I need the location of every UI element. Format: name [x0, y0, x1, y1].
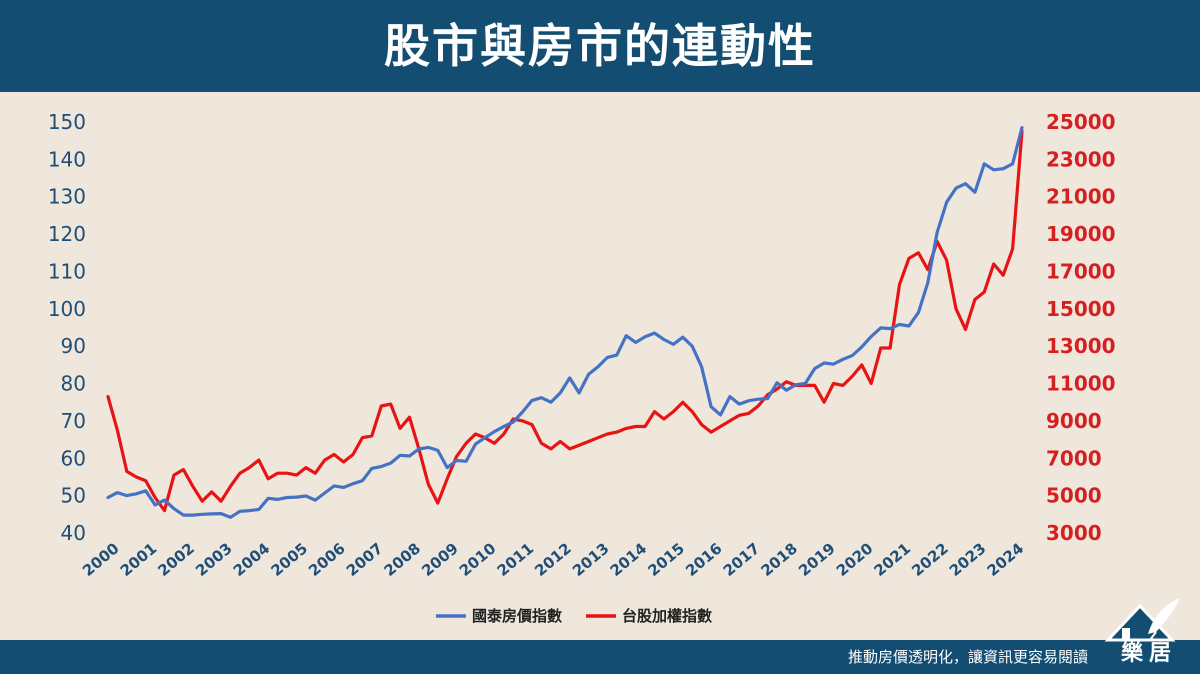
left-axis-tick-label: 120	[48, 222, 86, 246]
right-axis-tick-label: 19000	[1046, 222, 1116, 246]
x-axis-tick-label: 2021	[871, 539, 915, 580]
logo-text: 樂居	[1120, 641, 1177, 666]
x-axis-tick-label: 2000	[79, 539, 123, 580]
left-axis-tick-label: 110	[48, 259, 86, 283]
x-axis-tick-label: 2006	[305, 539, 349, 580]
x-axis-tick-label: 2003	[192, 539, 236, 580]
right-axis-ticks: 3000 5000 7000 9000 11000 13000 15000 17000 1900…	[1046, 110, 1116, 545]
right-axis-tick-label: 25000	[1046, 110, 1116, 134]
left-axis-ticks: 40 50 60 70 80 90 100 110 120 130 140 150	[48, 110, 86, 545]
left-axis-tick-label: 150	[48, 110, 86, 134]
x-axis-tick-label: 2024	[984, 539, 1028, 580]
right-axis-tick-label: 11000	[1046, 372, 1116, 396]
legend-label-housing: 國泰房價指數	[472, 607, 562, 625]
x-axis-tick-label: 2023	[946, 539, 990, 580]
left-axis-tick-label: 80	[61, 372, 86, 396]
left-axis-tick-label: 130	[48, 185, 86, 209]
left-axis-tick-label: 140	[48, 147, 86, 171]
x-axis-tick-label: 2002	[154, 539, 198, 580]
x-axis-tick-label: 2020	[833, 539, 877, 580]
left-axis-tick-label: 60	[61, 446, 86, 470]
x-axis-tick-label: 2019	[795, 539, 839, 580]
stock-index-line	[106, 129, 1024, 513]
footer-slogan: 推動房價透明化，讓資訊更容易閱讀	[847, 648, 1088, 666]
x-axis-tick-label: 2015	[644, 539, 688, 580]
right-axis-tick-label: 15000	[1046, 297, 1116, 321]
x-axis-tick-label: 2018	[757, 539, 801, 580]
x-axis-tick-label: 2007	[343, 539, 387, 580]
x-axis-tick-label: 2013	[569, 539, 613, 580]
x-axis-tick-label: 2017	[720, 539, 764, 580]
right-axis-tick-label: 9000	[1046, 409, 1102, 433]
left-axis-tick-label: 90	[61, 334, 86, 358]
x-axis-tick-label: 2022	[908, 539, 952, 580]
x-axis-tick-label: 2016	[682, 539, 726, 580]
x-axis-tick-label: 2011	[494, 539, 538, 580]
right-axis-tick-label: 17000	[1046, 259, 1116, 283]
x-axis-tick-label: 2012	[531, 539, 575, 580]
right-axis-tick-label: 5000	[1046, 484, 1102, 508]
left-axis-tick-label: 50	[61, 484, 86, 508]
x-axis-tick-label: 2005	[267, 539, 311, 580]
right-axis-tick-label: 13000	[1046, 334, 1116, 358]
x-axis-tick-label: 2010	[456, 539, 500, 580]
legend-label-stock: 台股加權指數	[622, 607, 712, 625]
right-axis-tick-label: 3000	[1046, 521, 1102, 545]
right-axis-tick-label: 21000	[1046, 185, 1116, 209]
x-axis-tick-label: 2008	[381, 539, 425, 580]
x-axis-tick-label: 2004	[230, 539, 274, 580]
dual-axis-line-chart: 40 50 60 70 80 90 100 110 120 130 140 150 3000 5000 7…	[48, 110, 1116, 625]
page-title: 股市與房市的連動性	[384, 19, 816, 73]
housing-index-line	[106, 126, 1024, 519]
x-axis-tick-label: 2014	[607, 539, 651, 580]
footer-bar: 推動房價透明化，讓資訊更容易閱讀	[0, 640, 1200, 674]
left-axis-tick-label: 70	[61, 409, 86, 433]
left-axis-tick-label: 100	[48, 297, 86, 321]
right-axis-tick-label: 7000	[1046, 446, 1102, 470]
house-pen-icon	[1104, 598, 1180, 642]
header-bar: 股市與房市的連動性	[0, 0, 1200, 92]
left-axis-tick-label: 40	[61, 521, 86, 545]
x-axis-tick-label: 2009	[418, 539, 462, 580]
right-axis-tick-label: 23000	[1046, 147, 1116, 171]
x-axis-tick-label: 2001	[117, 539, 161, 580]
legend: 國泰房價指數 台股加權指數	[436, 607, 712, 625]
x-axis-ticks: 2000200120022003200420052006200720082009…	[79, 539, 1027, 580]
